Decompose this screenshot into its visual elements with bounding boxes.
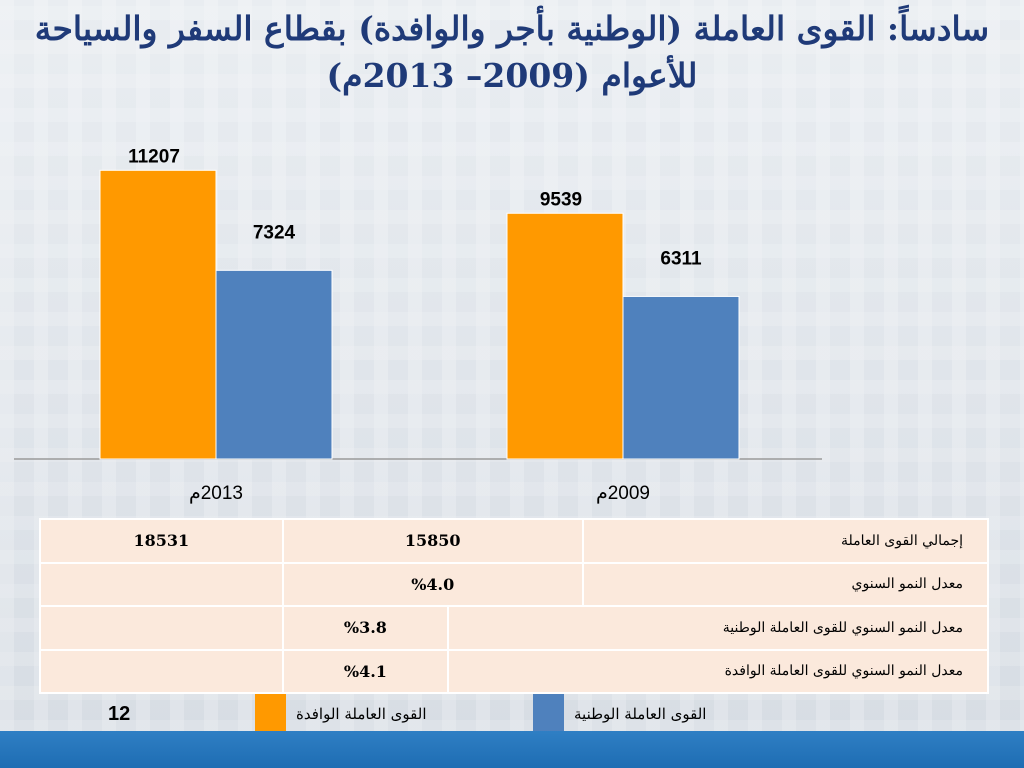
x-tick-label: 2009م <box>596 483 650 504</box>
table-cell-empty <box>39 605 284 651</box>
footer-bar <box>0 731 1024 768</box>
table-cell-value: %4.1 <box>281 648 450 694</box>
table-cell-label: إجمالي القوى العاملة <box>581 518 990 564</box>
table-row: معدل النمو السنوي للقوى العاملة الوطنية … <box>39 605 989 651</box>
title-line-1: سادساً: القوى العاملة (الوطنية بأجر والو… <box>34 9 990 48</box>
data-table: إجمالي القوى العاملة 15850 18531 معدل ال… <box>39 518 990 694</box>
page-title: سادساً: القوى العاملة (الوطنية بأجر والو… <box>0 6 1024 100</box>
table-cell-value: 18531 <box>39 518 284 564</box>
table-row: إجمالي القوى العاملة 15850 18531 <box>39 518 990 564</box>
table-cell-value: 15850 <box>281 518 584 564</box>
table-cell-label: معدل النمو السنوي <box>581 561 990 607</box>
x-tick-label: 2013م <box>189 483 243 504</box>
table-cell-value: %3.8 <box>281 605 450 651</box>
data-label: 6311 <box>660 248 702 269</box>
table-cell-label: معدل النمو السنوي للقوى العاملة الوافدة <box>447 648 989 694</box>
bar <box>506 212 624 460</box>
data-label: 7324 <box>253 222 296 243</box>
data-label: 9539 <box>540 189 582 210</box>
title-line-2: للأعوام (2009– 2013م) <box>326 56 698 95</box>
legend-swatch-national <box>533 694 564 737</box>
bar <box>99 169 217 460</box>
table-cell-label: معدل النمو السنوي للقوى العاملة الوطنية <box>447 605 989 651</box>
bar <box>622 295 740 460</box>
legend-swatch-foreign <box>255 694 286 737</box>
table-cell-empty <box>39 561 284 607</box>
bar-chart: 11207 7324 2013م 9539 6311 2009م <box>14 146 822 504</box>
bar <box>215 269 333 460</box>
legend-label-national: القوى العاملة الوطنية <box>574 705 707 723</box>
legend-label-foreign: القوى العاملة الوافدة <box>296 705 427 723</box>
table-cell-value: %4.0 <box>281 561 584 607</box>
page-number: 12 <box>108 703 131 725</box>
table-cell-empty <box>39 648 284 694</box>
data-label: 11207 <box>128 146 180 167</box>
table-row: معدل النمو السنوي للقوى العاملة الوافدة … <box>39 648 989 694</box>
table-row: معدل النمو السنوي %4.0 <box>39 561 990 607</box>
